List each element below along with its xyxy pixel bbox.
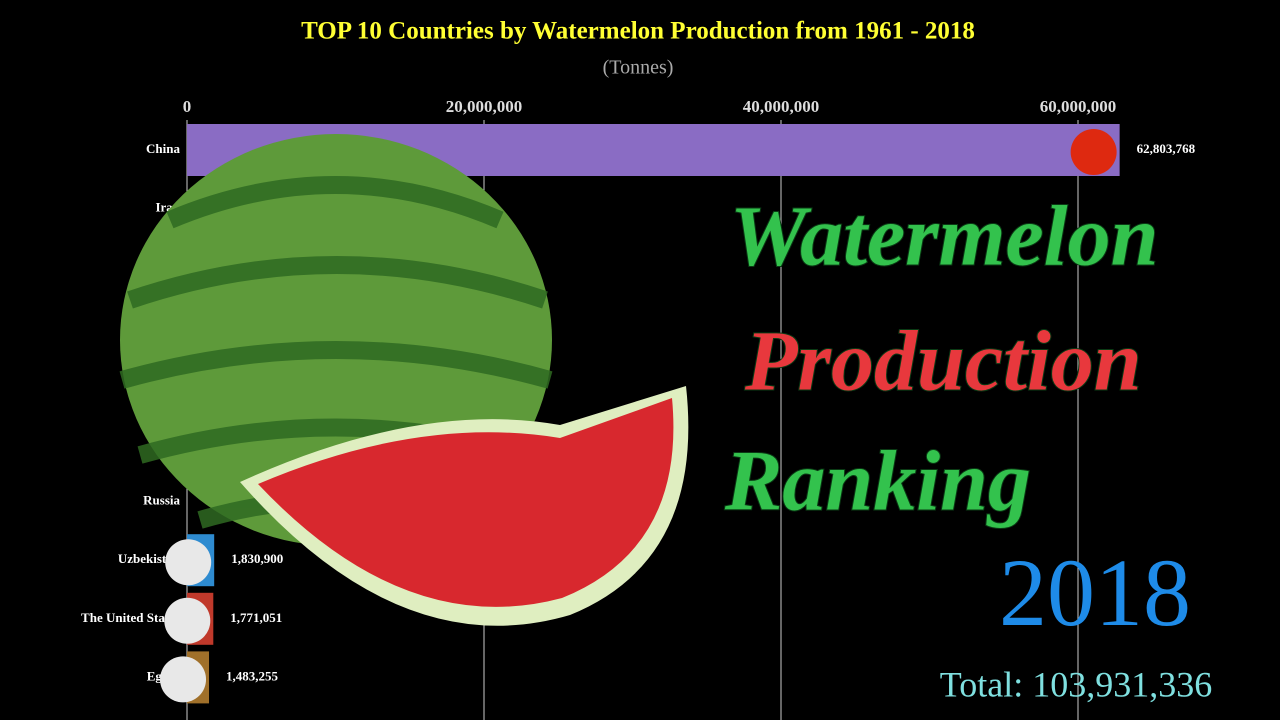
flag: [165, 539, 212, 586]
watermelon-flesh: [258, 398, 674, 607]
flag: [1070, 129, 1117, 175]
x-tick-label: 40,000,000: [743, 97, 820, 116]
total-label: Total: 103,931,336: [940, 664, 1212, 704]
value-label: 62,803,768: [1137, 141, 1196, 156]
headline: Watermelon Production Ranking: [723, 187, 1159, 530]
x-tick-label: 60,000,000: [1040, 97, 1117, 116]
x-tick-label: 20,000,000: [446, 97, 523, 116]
watermelon-image: [119, 134, 689, 626]
chart-title: TOP 10 Countries by Watermelon Productio…: [301, 18, 975, 45]
headline-word: Production: [744, 313, 1142, 409]
chart-subtitle: (Tonnes): [603, 57, 674, 79]
year-label: 2018: [999, 539, 1191, 646]
value-label: 1,483,255: [226, 668, 279, 683]
y-tick-label: Uzbekistan: [118, 551, 181, 566]
value-label: 1,830,900: [231, 551, 283, 566]
x-tick-label: 0: [183, 97, 192, 116]
flag: [160, 656, 207, 703]
y-tick-label: The United States: [81, 610, 180, 625]
headline-word: Ranking: [724, 433, 1031, 529]
y-tick-label: China: [146, 141, 180, 156]
flag: [164, 597, 211, 644]
y-tick-label: Russia: [143, 493, 180, 508]
headline-word: Watermelon: [730, 188, 1158, 284]
value-label: 1,771,051: [230, 610, 282, 625]
